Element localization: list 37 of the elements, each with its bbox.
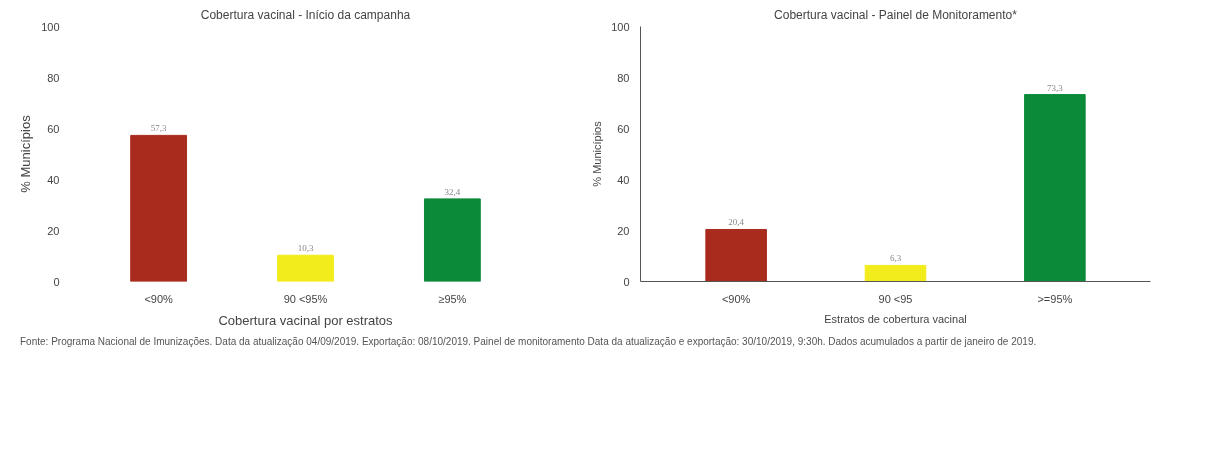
x-tick-label: ≥95% (438, 292, 467, 305)
data-label: 6,3 (889, 253, 902, 264)
data-label: 73,3 (1047, 82, 1064, 93)
x-tick-label: 90 <95 (878, 292, 913, 305)
bar (130, 134, 188, 282)
data-label: 20,4 (728, 217, 745, 228)
y-tick-label: 100 (611, 20, 630, 33)
bar (423, 198, 481, 282)
y-tick-label: 0 (53, 275, 60, 288)
y-tick-label: 60 (47, 122, 60, 135)
x-tick-label: <90% (721, 292, 751, 305)
chart-title: Cobertura vacinal - Painel de Monitoramento* (774, 7, 1018, 22)
x-tick-label: <90% (144, 292, 174, 305)
source-note: Fonte: Programa Nacional de Imunizações. Data da atualização 04/09/2019. Exportação: 08/10/2019. Painel de monitoramento Data da atualização e exportação: 30/10/2019, 9:30h. Dados acumulados a partir de janeiro de 2019. (20, 335, 1037, 349)
y-tick-label: 80 (617, 71, 630, 84)
y-tick-label: 60 (617, 122, 630, 135)
y-tick-label: 0 (623, 275, 630, 288)
chart-title: Cobertura vacinal - Início da campanha (200, 7, 411, 22)
y-tick-label: 20 (47, 224, 60, 237)
y-tick-label: 100 (41, 20, 60, 33)
y-tick-label: 20 (617, 224, 630, 237)
bar (864, 264, 927, 282)
data-label: 57,3 (150, 123, 167, 134)
bar (1024, 94, 1086, 282)
data-label: 32,4 (444, 186, 461, 197)
y-tick-label: 40 (47, 173, 60, 186)
y-axis-title: % Municípios (591, 120, 604, 187)
x-tick-label: 90 <95% (283, 292, 328, 305)
y-tick-label: 40 (617, 173, 630, 186)
bar (705, 228, 767, 282)
y-axis-title: % Municípios (18, 114, 34, 193)
data-label: 10,3 (297, 243, 314, 254)
bar (277, 254, 334, 282)
x-axis-title: Cobertura vacinal por estratos (218, 312, 394, 328)
y-tick-label: 80 (47, 71, 60, 84)
x-axis-title: Estratos de cobertura vacinal (824, 312, 967, 325)
x-tick-label: >=95% (1037, 292, 1073, 305)
